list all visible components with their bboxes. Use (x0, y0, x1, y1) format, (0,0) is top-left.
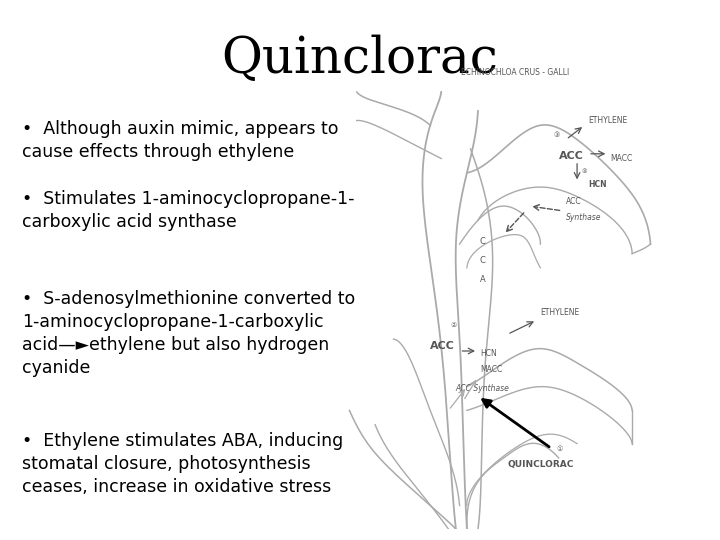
Text: Quinclorac: Quinclorac (222, 35, 498, 84)
Text: •  Stimulates 1-aminocyclopropane-1-
carboxylic acid synthase: • Stimulates 1-aminocyclopropane-1- carb… (22, 190, 354, 231)
Text: ④: ④ (582, 169, 587, 174)
Text: ACC Synthase: ACC Synthase (456, 384, 510, 394)
Text: C: C (480, 256, 486, 265)
Text: ③: ③ (553, 132, 559, 138)
Text: •  S-adenosylmethionine converted to
1-aminocyclopropane-1-carboxylic
acid—►ethy: • S-adenosylmethionine converted to 1-am… (22, 290, 355, 377)
Text: HCN: HCN (588, 180, 607, 189)
Text: ①: ① (557, 446, 563, 452)
Text: A: A (480, 275, 485, 284)
Text: •  Although auxin mimic, appears to
cause effects through ethylene: • Although auxin mimic, appears to cause… (22, 120, 338, 161)
Text: C: C (480, 237, 486, 246)
Text: •  Ethylene stimulates ABA, inducing
stomatal closure, photosynthesis
ceases, in: • Ethylene stimulates ABA, inducing stom… (22, 432, 343, 496)
Text: ECHINOCHLOA CRUS - GALLI: ECHINOCHLOA CRUS - GALLI (461, 69, 569, 77)
Text: HCN: HCN (480, 349, 497, 358)
Text: ②: ② (451, 322, 456, 328)
Text: Synthase: Synthase (566, 213, 602, 222)
Text: ETHYLENE: ETHYLENE (540, 308, 580, 318)
Text: MACC: MACC (480, 366, 502, 374)
Text: ACC: ACC (566, 197, 582, 206)
Text: ACC: ACC (559, 151, 584, 160)
Text: ETHYLENE: ETHYLENE (588, 116, 627, 125)
Text: QUINCLORAC: QUINCLORAC (507, 461, 574, 469)
Text: MACC: MACC (610, 154, 632, 163)
Text: ACC: ACC (431, 341, 455, 350)
